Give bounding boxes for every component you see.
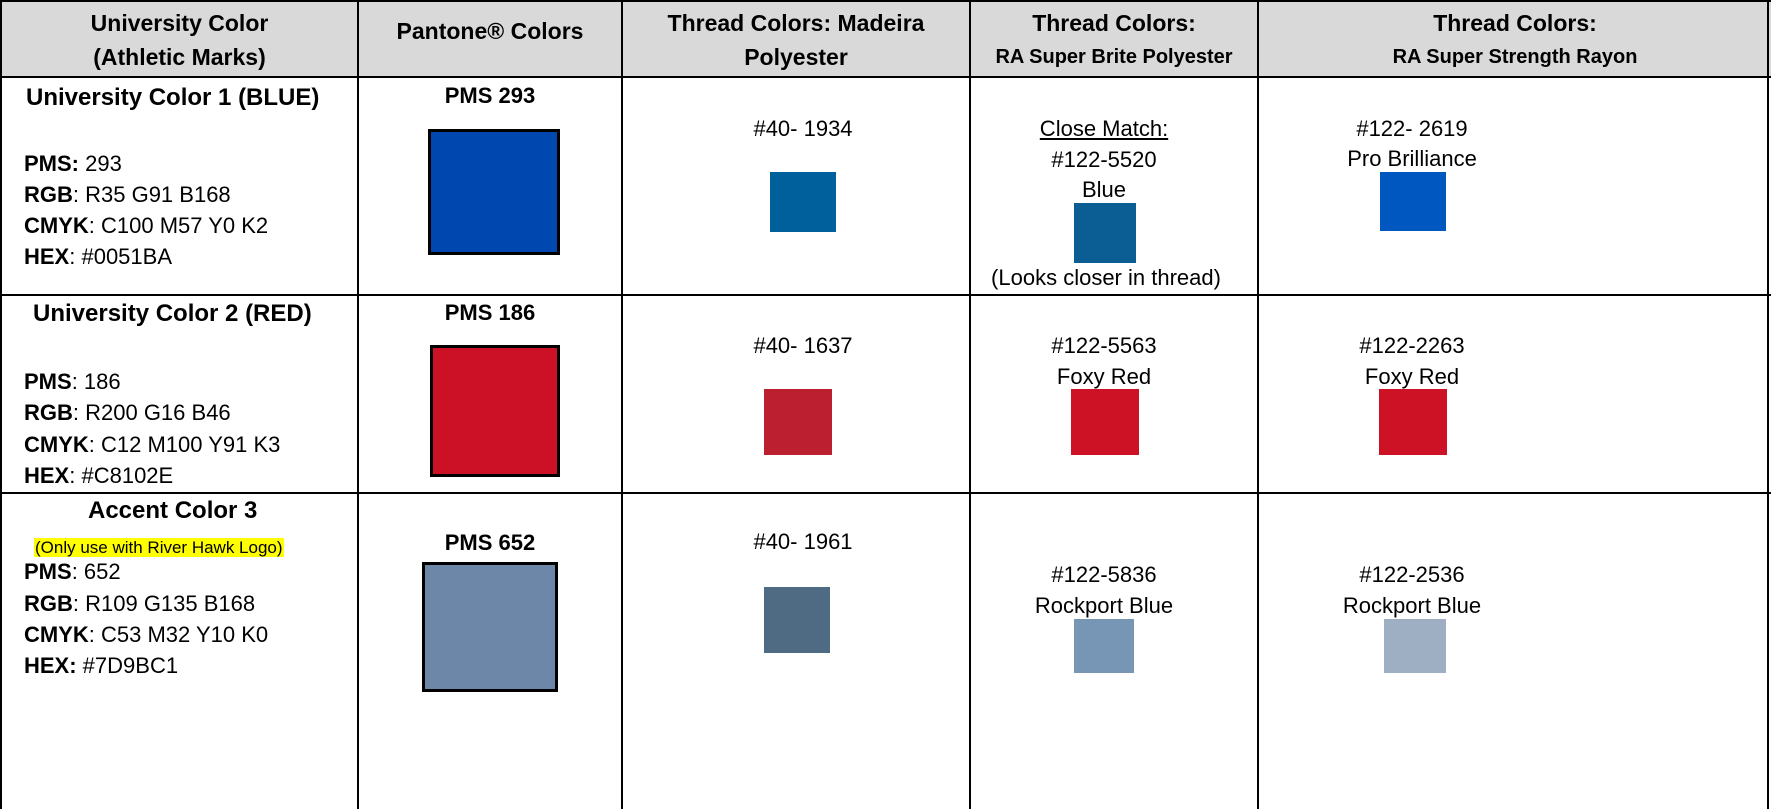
column-divider [1767,0,1769,809]
super-brite-code: #122-5563 [1051,333,1157,358]
super-brite-name: Blue [1081,177,1127,202]
spec-line: CMYK: C12 M100 Y91 K3 [24,429,280,460]
spec-value: : C53 M32 Y10 K0 [88,622,269,647]
madeira-code: #40- 1961 [753,529,853,554]
rayon-swatch [1384,619,1446,673]
rayon-code: #122-2536 [1359,562,1465,587]
super-brite-code: #122-5836 [1051,562,1157,587]
header-line: Thread Colors: [1032,10,1196,36]
pantone-swatch [430,345,560,477]
table-border-top [0,0,1771,2]
spec-line: PMS: 652 [24,556,121,587]
super-brite-name: Foxy Red [1056,364,1152,389]
header-line: Thread Colors: [1433,10,1597,36]
rayon-code: #122- 2619 [1356,116,1468,141]
madeira-swatch [770,172,836,232]
super-brite-swatch [1074,203,1136,263]
spec-label: HEX [24,463,70,488]
madeira-swatch [764,587,830,653]
rayon-code: #122-2263 [1359,333,1465,358]
spec-value: : R35 G91 B168 [72,182,231,207]
spec-line: PMS: 293 [24,148,122,179]
spec-label: RGB [24,182,73,207]
row-title: Accent Color 3 [88,497,258,524]
spec-label: CMYK [24,432,89,457]
row-title: University Color 2 (RED) [33,300,312,327]
spec-line: CMYK: C100 M57 Y0 K2 [24,210,268,241]
header-madeira: Thread Colors: Madeira Polyester [623,2,969,76]
row-divider [0,492,1771,494]
super-brite-code: #122-5520 [1051,147,1157,172]
spec-value: : 652 [71,559,121,584]
spec-line: HEX: #7D9BC1 [24,650,178,681]
rayon-name: Rockport Blue [1342,593,1482,618]
super-brite-name: Rockport Blue [1034,593,1174,618]
column-divider [1257,0,1259,809]
row-title: University Color 1 (BLUE) [26,84,320,111]
madeira-code: #40- 1637 [753,333,853,358]
usage-note: (Only use with River Hawk Logo) [34,530,284,561]
madeira-swatch [764,389,832,455]
spec-line: HEX: #0051BA [24,241,172,272]
header-line: Polyester [744,44,848,70]
column-divider [0,0,2,809]
spec-line: RGB: R200 G16 B46 [24,397,231,428]
column-divider [969,0,971,809]
header-super-brite: Thread Colors: RA Super Brite Polyester [971,2,1257,76]
usage-note-highlight: (Only use with River Hawk Logo) [34,538,284,557]
header-line: RA Super Strength Rayon [1392,46,1638,68]
pantone-name: PMS 652 [444,530,536,555]
rayon-swatch [1379,389,1447,455]
header-university-color: University Color (Athletic Marks) [2,2,357,76]
spec-label: CMYK [24,622,89,647]
row-divider [0,294,1771,296]
spec-value: : C100 M57 Y0 K2 [88,213,269,238]
spec-value: : 186 [71,369,121,394]
pantone-name: PMS 186 [444,300,536,325]
spec-label: RGB [24,591,73,616]
spec-label: HEX [24,244,70,269]
spec-value: : C12 M100 Y91 K3 [88,432,281,457]
spec-value: : R109 G135 B168 [72,591,256,616]
header-line: Thread Colors: Madeira [667,10,925,36]
header-pantone: Pantone® Colors [359,2,621,76]
spec-value: : #0051BA [69,244,172,269]
column-divider [357,0,359,809]
spec-label: PMS: [24,151,79,176]
pantone-swatch [422,562,558,692]
header-rayon: Thread Colors: RA Super Strength Rayon [1259,2,1771,76]
super-brite-swatch [1074,619,1134,673]
super-brite-match-label: Close Match: [1039,116,1169,141]
madeira-code: #40- 1934 [753,116,853,141]
spec-line: PMS: 186 [24,366,121,397]
spec-value: #7D9BC1 [76,653,179,678]
spec-label: HEX: [24,653,77,678]
spec-value: : R200 G16 B46 [72,400,231,425]
spec-label: CMYK [24,213,89,238]
header-line: Pantone® Colors [396,18,584,44]
column-divider [621,0,623,809]
rayon-name: Foxy Red [1364,364,1460,389]
spec-value: 293 [79,151,122,176]
header-line: University Color [90,10,269,36]
spec-line: RGB: R109 G135 B168 [24,588,255,619]
super-brite-note: (Looks closer in thread) [991,265,1221,290]
spec-line: HEX: #C8102E [24,460,173,491]
spec-label: PMS [24,559,72,584]
spec-label: PMS [24,369,72,394]
spec-line: RGB: R35 G91 B168 [24,179,231,210]
spec-value: : #C8102E [69,463,174,488]
header-line: RA Super Brite Polyester [995,46,1233,68]
rayon-name: Pro Brilliance [1347,146,1477,171]
super-brite-swatch [1071,389,1139,455]
header-line: (Athletic Marks) [93,44,266,70]
row-divider [0,76,1771,78]
pantone-swatch [428,129,560,255]
pantone-name: PMS 293 [444,83,536,108]
spec-label: RGB [24,400,73,425]
spec-line: CMYK: C53 M32 Y10 K0 [24,619,268,650]
rayon-swatch [1380,172,1446,231]
